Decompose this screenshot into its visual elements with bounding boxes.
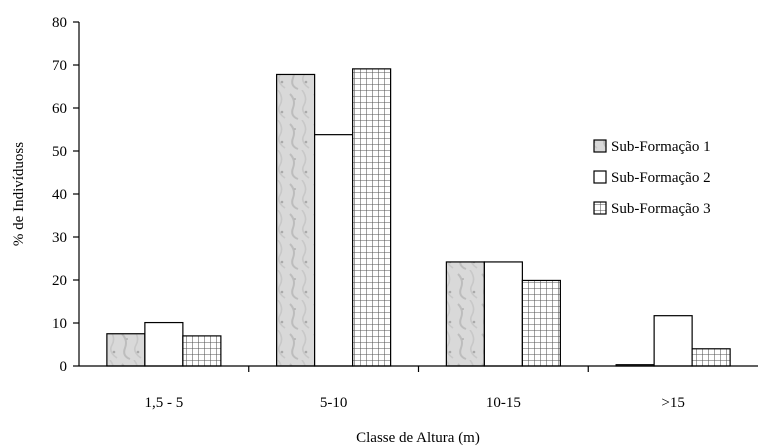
- y-tick-label: 0: [60, 359, 68, 375]
- legend-label-1: Sub-Formação 1: [611, 139, 711, 155]
- x-tick-label: 10-15: [486, 395, 521, 411]
- y-tick-label: 60: [52, 101, 67, 117]
- legend-label-3: Sub-Formação 3: [611, 201, 711, 217]
- bar-2-1: [144, 321, 184, 367]
- bar-3-4: [691, 348, 731, 367]
- y-tick-label: 20: [52, 273, 67, 289]
- legend-swatch-2: [593, 170, 607, 184]
- bar-3-3: [521, 279, 561, 367]
- y-tick-label: 50: [52, 144, 67, 160]
- y-tick-label: 80: [52, 15, 67, 31]
- bar-2-3: [483, 261, 523, 367]
- bar-1-3: [445, 261, 485, 367]
- plot-area: [106, 68, 731, 367]
- legend: Sub-Formação 1 Sub-Formação 2 Sub-Formação…: [593, 139, 711, 217]
- x-axis-title: Classe de Altura (m): [356, 430, 480, 446]
- y-tick-label: 70: [52, 58, 67, 74]
- axes: 0 10 20 30 40 50 60 70 80 1,5 - 5 5-10 10-15 >15: [52, 15, 758, 411]
- bar-1-2: [276, 73, 316, 367]
- bar-3-2: [352, 68, 392, 367]
- y-tick-label: 40: [52, 187, 67, 203]
- legend-swatch-1: [593, 139, 607, 153]
- x-tick-label: >15: [661, 395, 684, 411]
- legend-swatch-3: [593, 201, 607, 215]
- x-tick-label: 5-10: [320, 395, 348, 411]
- bar-2-2: [314, 134, 354, 367]
- legend-label-2: Sub-Formação 2: [611, 170, 711, 186]
- bar-3-1: [182, 335, 222, 367]
- y-tick-label: 10: [52, 316, 67, 332]
- y-axis-title: % de Indivíduoss: [11, 142, 27, 246]
- bar-1-1: [106, 333, 146, 367]
- y-tick-label: 30: [52, 230, 67, 246]
- bar-2-4: [653, 315, 693, 367]
- x-tick-label: 1,5 - 5: [145, 395, 184, 411]
